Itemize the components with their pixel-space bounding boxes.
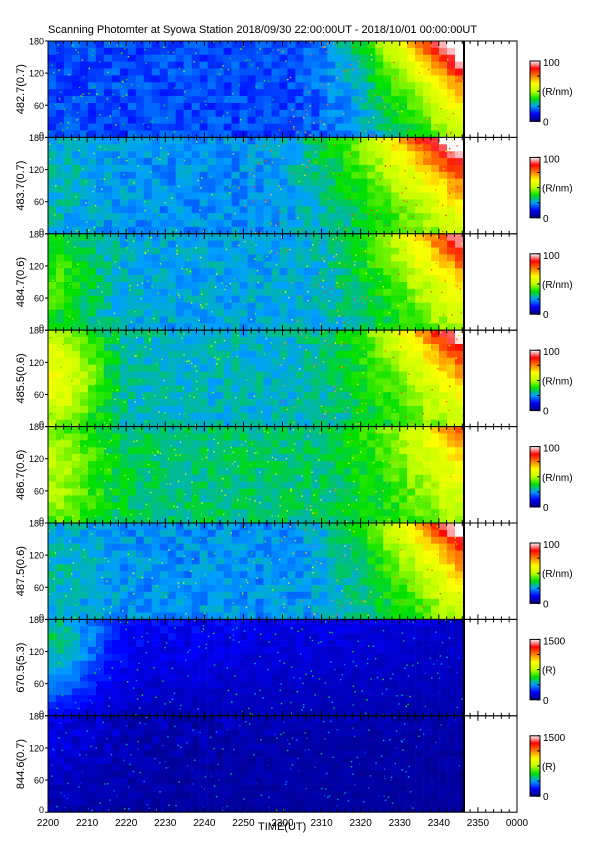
colorbar-unit-label: (R/nm) [542, 184, 573, 195]
y-tick-label: 60 [34, 486, 44, 496]
panel-ylabel: 486.7(0.6) [15, 450, 27, 500]
y-tick-label: 0 [39, 612, 44, 622]
x-tick-label: 2350 [467, 818, 490, 829]
x-tick-label: 2200 [37, 818, 60, 829]
colorbar-min-label: 0 [543, 696, 549, 707]
panel-1: 0 60 120 180 482.7(0.7) 100 0 (R/nm) [15, 37, 573, 141]
panel-3: 0 60 120 180 484.7(0.6) 100 0 (R/nm) [15, 229, 573, 333]
y-tick-label: 0 [39, 516, 44, 526]
panel-ylabel: 670.5(5.3) [15, 643, 27, 693]
x-tick-label: 2250 [232, 818, 255, 829]
panel-ylabel: 844.6(0.7) [15, 739, 27, 789]
y-tick-label: 180 [29, 133, 44, 143]
colorbar-min-label: 0 [543, 503, 549, 514]
x-tick-label: 2300 [271, 818, 294, 829]
y-tick-label: 180 [29, 326, 44, 336]
y-tick-label: 60 [34, 101, 44, 111]
colorbar-max-label: 1500 [543, 636, 566, 647]
colorbar-min-label: 0 [543, 117, 549, 128]
colorbar-max-label: 100 [543, 347, 560, 358]
x-tick-label: 2220 [115, 818, 138, 829]
panel-7: 0 60 120 180 670.5(5.3) 1500 0 (R) [15, 615, 566, 719]
y-tick-label: 120 [29, 358, 44, 368]
y-tick-label: 60 [34, 197, 44, 207]
colorbar-max-label: 100 [543, 540, 560, 551]
y-tick-label: 0 [39, 420, 44, 430]
colorbar-min-label: 0 [543, 407, 549, 418]
x-tick-label: 2240 [193, 818, 216, 829]
y-tick-label: 180 [29, 615, 44, 625]
colorbar-unit-label: (R/nm) [542, 87, 573, 98]
y-tick-label: 120 [29, 454, 44, 464]
y-tick-label: 180 [29, 229, 44, 239]
colorbar-min-label: 0 [543, 599, 549, 610]
y-tick-label: 0 [39, 227, 44, 237]
colorbar-max-label: 1500 [543, 733, 566, 744]
y-tick-label: 120 [29, 551, 44, 561]
panel-2: 0 60 120 180 483.7(0.7) 100 0 (R/nm) [15, 133, 573, 237]
panel-ylabel: 484.7(0.6) [15, 257, 27, 307]
y-tick-label: 120 [29, 647, 44, 657]
panel-6: 0 60 120 180 487.5(0.6) 100 0 (R/nm) [15, 519, 573, 623]
colorbar-unit-label: (R/nm) [542, 280, 573, 291]
y-tick-label: 180 [29, 519, 44, 529]
x-axis-label: TIME(UT) [258, 821, 307, 833]
y-tick-label: 120 [29, 69, 44, 79]
x-tick-label: 2310 [310, 818, 333, 829]
y-tick-label: 60 [34, 294, 44, 304]
y-tick-label: 0 [39, 323, 44, 333]
y-tick-label: 180 [29, 37, 44, 47]
colorbar-unit-label: (R) [542, 762, 556, 773]
colorbar-max-label: 100 [543, 444, 560, 455]
y-tick-label: 180 [29, 422, 44, 432]
colorbar-max-label: 100 [543, 154, 560, 165]
colorbar-max-label: 100 [543, 251, 560, 262]
y-tick-label: 60 [34, 776, 44, 786]
colorbar-min-label: 0 [543, 792, 549, 803]
panel-ylabel: 485.5(0.6) [15, 353, 27, 403]
panel-8: 0 60 120 180 844.6(0.7) 1500 0 (R) [15, 711, 566, 815]
colorbar-min-label: 0 [543, 310, 549, 321]
x-tick-label: 2230 [154, 818, 177, 829]
x-tick-label: 2330 [389, 818, 412, 829]
colorbar-max-label: 100 [543, 58, 560, 69]
y-tick-label: 120 [29, 743, 44, 753]
panel-ylabel: 483.7(0.7) [15, 161, 27, 211]
panel-4: 0 60 120 180 485.5(0.6) 100 0 (R/nm) [15, 326, 573, 430]
y-tick-label: 0 [39, 709, 44, 719]
colorbar-unit-label: (R/nm) [542, 569, 573, 580]
x-tick-label: 2320 [350, 818, 373, 829]
y-tick-label: 120 [29, 165, 44, 175]
y-tick-label: 120 [29, 261, 44, 271]
y-tick-label: 0 [39, 805, 44, 815]
y-tick-label: 60 [34, 390, 44, 400]
panel-ylabel: 482.7(0.7) [15, 64, 27, 114]
colorbar-unit-label: (R) [542, 666, 556, 677]
y-tick-label: 180 [29, 711, 44, 721]
panel-ylabel: 487.5(0.6) [15, 546, 27, 596]
panel-5: 0 60 120 180 486.7(0.6) 100 0 (R/nm) [15, 422, 573, 526]
colorbar-unit-label: (R/nm) [542, 473, 573, 484]
x-tick-label: 0000 [506, 818, 529, 829]
y-tick-label: 60 [34, 679, 44, 689]
colorbar-min-label: 0 [543, 214, 549, 225]
x-tick-label: 2340 [428, 818, 451, 829]
colorbar-unit-label: (R/nm) [542, 376, 573, 387]
y-tick-label: 60 [34, 583, 44, 593]
x-tick-label: 2210 [76, 818, 99, 829]
y-tick-label: 0 [39, 130, 44, 140]
chart-title: Scanning Photomter at Syowa Station 2018… [48, 24, 478, 36]
